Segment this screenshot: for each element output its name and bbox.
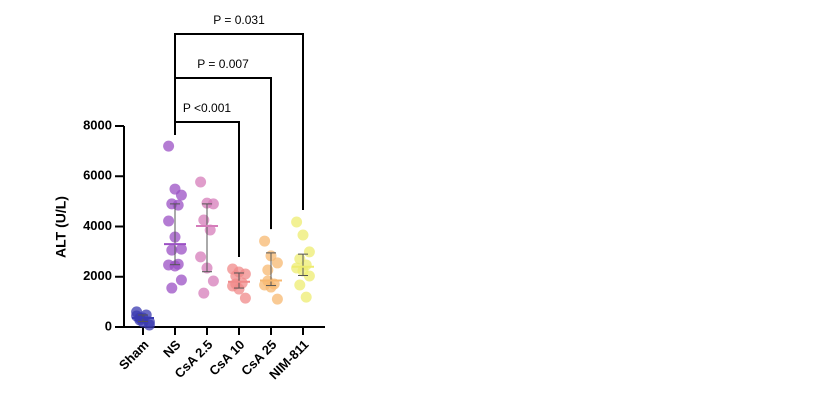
data-point [303, 270, 315, 282]
data-point [166, 282, 178, 294]
data-point [175, 274, 187, 286]
data-point [195, 251, 207, 263]
y-tick-label: 0 [105, 318, 112, 333]
data-point [271, 257, 283, 269]
y-tick-label: 6000 [83, 168, 112, 183]
data-point [172, 199, 184, 211]
y-axis-label: ALT (U/L) [53, 196, 69, 258]
data-point [169, 260, 181, 272]
data-point [175, 243, 187, 255]
data-point [207, 198, 219, 210]
data-point [271, 293, 283, 305]
data-point [297, 229, 309, 241]
data-point [143, 319, 155, 331]
data-point [239, 292, 251, 304]
x-tick-label: Sham [116, 337, 152, 373]
data-point [262, 264, 274, 276]
p-value-label: P = 0.031 [213, 13, 265, 27]
y-tick-label: 2000 [83, 268, 112, 283]
data-point [195, 176, 207, 188]
y-tick-label: 8000 [83, 117, 112, 132]
data-point [300, 291, 312, 303]
data-point [239, 268, 251, 280]
data-point [259, 235, 271, 247]
significance-bracket [174, 33, 304, 210]
data-point [198, 287, 210, 299]
data-point [163, 215, 175, 227]
data-point [291, 216, 303, 228]
data-point [198, 214, 210, 226]
data-point [303, 246, 315, 258]
data-point [175, 189, 187, 201]
data-point [163, 140, 175, 152]
p-value-label: P = 0.007 [197, 57, 249, 71]
p-value-label: P <0.001 [183, 101, 231, 115]
data-point [207, 275, 219, 287]
data-point [265, 281, 277, 293]
data-point [294, 279, 306, 291]
y-tick-label: 4000 [83, 218, 112, 233]
data-point [166, 244, 178, 256]
x-tick-label: NS [160, 337, 184, 361]
